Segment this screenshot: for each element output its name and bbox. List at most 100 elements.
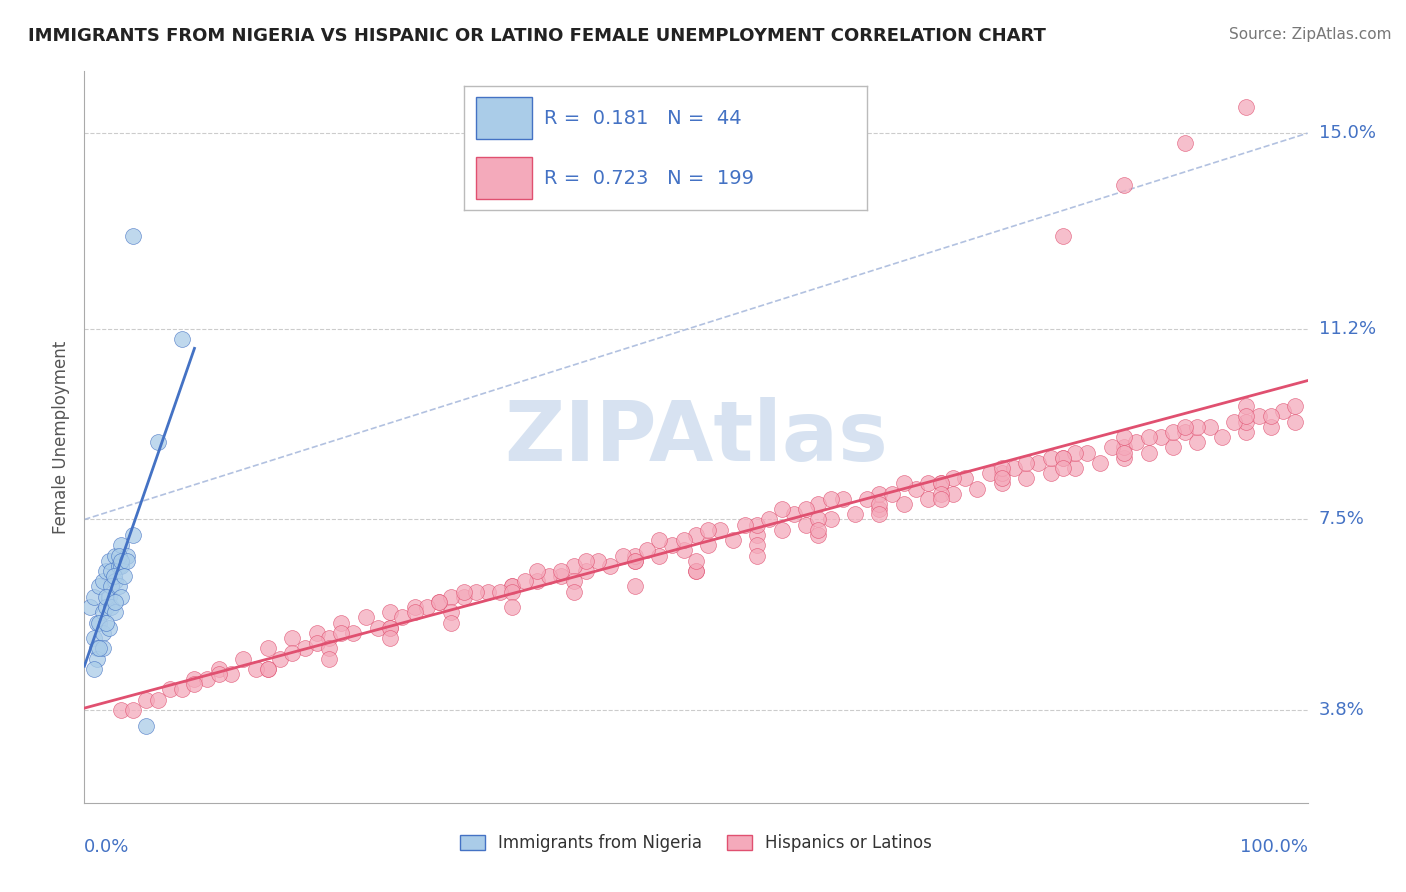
Point	[550, 569, 572, 583]
Point	[942, 487, 965, 501]
Point	[318, 641, 340, 656]
Point	[502, 579, 524, 593]
Point	[183, 672, 205, 686]
Point	[380, 621, 402, 635]
Point	[122, 229, 145, 244]
Point	[942, 471, 965, 485]
Text: 100.0%: 100.0%	[1240, 838, 1308, 855]
Point	[135, 718, 157, 732]
Point	[453, 590, 475, 604]
Point	[1236, 100, 1258, 114]
Point	[208, 662, 231, 676]
Point	[100, 564, 122, 578]
Point	[453, 584, 475, 599]
Point	[1076, 445, 1098, 459]
Point	[929, 476, 952, 491]
Point	[440, 590, 463, 604]
Point	[1064, 461, 1087, 475]
Point	[91, 641, 114, 656]
Point	[112, 569, 135, 583]
Point	[661, 538, 683, 552]
Point	[269, 651, 291, 665]
Point	[747, 538, 769, 552]
Point	[91, 605, 114, 619]
Y-axis label: Female Unemployment: Female Unemployment	[52, 341, 70, 533]
Point	[869, 487, 891, 501]
Point	[257, 662, 280, 676]
Point	[1114, 445, 1136, 459]
Point	[526, 564, 548, 578]
Point	[440, 615, 463, 630]
Point	[87, 615, 110, 630]
Text: 7.5%: 7.5%	[1319, 510, 1365, 528]
Point	[991, 476, 1014, 491]
Point	[1247, 409, 1270, 424]
Point	[97, 590, 120, 604]
Point	[734, 517, 756, 532]
Point	[636, 543, 658, 558]
Point	[538, 569, 561, 583]
Point	[1064, 445, 1087, 459]
Point	[1088, 456, 1111, 470]
Point	[844, 508, 866, 522]
Point	[1236, 399, 1258, 413]
Point	[380, 605, 402, 619]
Point	[87, 641, 110, 656]
Point	[575, 554, 598, 568]
Point	[502, 584, 524, 599]
Point	[770, 502, 793, 516]
Point	[1052, 461, 1074, 475]
Point	[1161, 425, 1184, 439]
Point	[1015, 456, 1038, 470]
Text: 11.2%: 11.2%	[1319, 320, 1376, 338]
Point	[318, 631, 340, 645]
Point	[257, 662, 280, 676]
Point	[1174, 419, 1197, 434]
Point	[110, 538, 132, 552]
Point	[104, 595, 127, 609]
Point	[110, 703, 132, 717]
Point	[83, 631, 105, 645]
Point	[96, 590, 118, 604]
Point	[820, 512, 842, 526]
Point	[1052, 450, 1074, 465]
Point	[1236, 425, 1258, 439]
Point	[831, 491, 853, 506]
Point	[562, 574, 585, 589]
Point	[1125, 435, 1147, 450]
Point	[146, 693, 169, 707]
Point	[83, 590, 105, 604]
Point	[807, 528, 830, 542]
Point	[208, 667, 231, 681]
Point	[427, 595, 450, 609]
Point	[807, 523, 830, 537]
Text: 15.0%: 15.0%	[1319, 124, 1375, 142]
Point	[1211, 430, 1233, 444]
Point	[440, 605, 463, 619]
Point	[991, 466, 1014, 480]
Point	[586, 554, 609, 568]
Point	[110, 590, 132, 604]
Point	[107, 558, 129, 573]
Point	[502, 579, 524, 593]
Point	[513, 574, 536, 589]
Point	[1284, 399, 1306, 413]
Point	[477, 584, 499, 599]
Text: 3.8%: 3.8%	[1319, 701, 1364, 719]
Point	[979, 466, 1001, 480]
Point	[672, 533, 695, 547]
Point	[612, 549, 634, 563]
Point	[1260, 419, 1282, 434]
Point	[648, 549, 671, 563]
Point	[104, 549, 127, 563]
Point	[354, 610, 377, 624]
Point	[100, 600, 122, 615]
Point	[672, 543, 695, 558]
Text: Source: ZipAtlas.com: Source: ZipAtlas.com	[1229, 27, 1392, 42]
Point	[342, 625, 364, 640]
Point	[562, 584, 585, 599]
Point	[305, 625, 328, 640]
Point	[219, 667, 242, 681]
Point	[1260, 409, 1282, 424]
Point	[318, 651, 340, 665]
